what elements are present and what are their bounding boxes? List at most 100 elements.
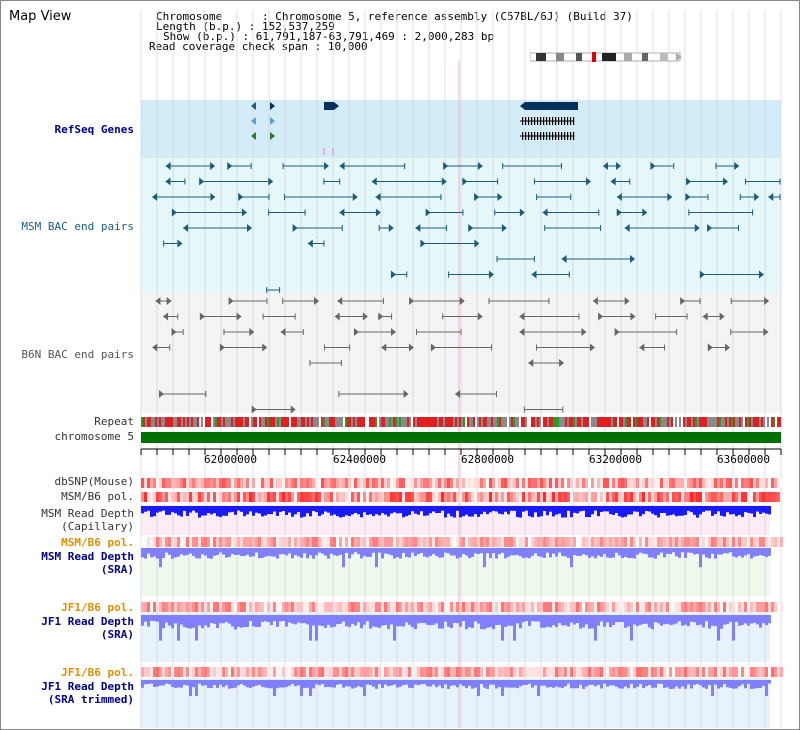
heat-cell	[777, 492, 780, 502]
heat-cell	[474, 667, 477, 677]
depth-bar	[666, 615, 669, 624]
heat-cell	[714, 492, 717, 502]
heat-cell	[318, 478, 321, 488]
track-label-b6n-bac-end-pairs[interactable]: B6N BAC end pairs	[21, 348, 134, 361]
depth-bar	[672, 506, 675, 515]
track-label-jf1-read-depth-sra[interactable]: JF1 Read Depth	[41, 615, 134, 628]
heat-cell	[267, 492, 270, 502]
depth-bar	[768, 506, 771, 515]
depth-bar	[267, 615, 270, 623]
depth-bar	[291, 680, 294, 684]
heat-cell	[525, 478, 528, 488]
depth-bar	[663, 506, 666, 513]
heat-cell	[435, 492, 438, 502]
heat-cell	[258, 478, 261, 488]
heat-cell	[243, 478, 246, 488]
depth-bar	[258, 506, 261, 514]
track-label-msm-b6-pol-2[interactable]: MSM/B6 pol.	[61, 536, 134, 549]
heat-cell	[186, 667, 189, 677]
depth-bar	[264, 506, 267, 516]
depth-bar	[660, 548, 663, 553]
heat-cell	[582, 667, 585, 677]
bac-end	[642, 208, 648, 217]
depth-bar	[414, 548, 417, 557]
gene-exon	[558, 132, 560, 140]
depth-bar	[222, 506, 225, 516]
repeat-segment	[727, 417, 729, 427]
heat-cell	[429, 667, 432, 677]
depth-bar	[351, 680, 354, 689]
heat-cell	[381, 667, 384, 677]
depth-bar	[396, 506, 399, 514]
heat-cell	[174, 492, 177, 502]
gene-exon	[561, 117, 563, 125]
depth-bar	[312, 680, 315, 689]
track-label-repeat[interactable]: Repeat	[94, 415, 134, 428]
repeat-segment	[291, 417, 293, 427]
depth-bar	[447, 548, 450, 554]
bac-end	[707, 343, 713, 352]
gene-exon	[522, 132, 524, 140]
track-label-refseq-genes[interactable]: RefSeq Genes	[54, 123, 134, 136]
repeat-segment	[753, 417, 755, 427]
repeat-segment	[595, 417, 597, 427]
heat-cell	[300, 667, 303, 677]
track-label-jf1-b6-pol-2[interactable]: JF1/B6 pol.	[61, 666, 134, 679]
repeat-segment	[615, 417, 617, 427]
gene-exon	[528, 117, 530, 125]
heat-cell	[387, 602, 390, 612]
heat-cell	[321, 537, 324, 547]
repeat-segment	[365, 417, 367, 427]
heat-cell	[492, 667, 495, 677]
repeat-segment	[193, 417, 195, 427]
heat-cell	[345, 602, 348, 612]
heat-cell	[537, 602, 540, 612]
track-label-msm-b6-pol[interactable]: MSM/B6 pol.	[61, 490, 134, 503]
heat-cell	[348, 492, 351, 502]
depth-bar	[537, 548, 540, 557]
depth-bar	[588, 506, 591, 518]
depth-bar	[648, 548, 651, 558]
heat-cell	[705, 492, 708, 502]
heat-cell	[444, 537, 447, 547]
depth-bar	[459, 548, 462, 558]
depth-bar	[594, 506, 597, 511]
heat-cell	[663, 537, 666, 547]
depth-bar	[606, 615, 609, 623]
heat-cell	[774, 602, 777, 612]
heat-cell	[747, 667, 750, 677]
heat-cell	[765, 478, 768, 488]
track-label-msm-read-depth-capillary[interactable]: MSM Read Depth	[41, 507, 134, 520]
heat-cell	[519, 478, 522, 488]
bac-end	[403, 390, 409, 398]
track-label-jf1-read-depth-sra-sub: (SRA)	[100, 628, 134, 641]
track-label-jf1-b6-pol[interactable]: JF1/B6 pol.	[61, 601, 134, 614]
depth-bar	[363, 615, 366, 625]
heat-cell	[402, 602, 405, 612]
heat-cell	[705, 537, 708, 547]
depth-bar	[522, 615, 525, 623]
heat-cell	[672, 667, 675, 677]
depth-bar	[168, 680, 171, 685]
bac-end	[390, 328, 396, 336]
heat-cell	[222, 667, 225, 677]
depth-bar	[165, 548, 168, 553]
heat-cell	[294, 537, 297, 547]
heat-cell	[279, 602, 282, 612]
repeat-segment	[387, 417, 389, 427]
heat-cell	[360, 667, 363, 677]
heat-cell	[201, 537, 204, 547]
chromosome-ideogram[interactable]	[530, 52, 682, 62]
repeat-segment	[757, 417, 759, 427]
heat-cell	[516, 478, 519, 488]
heat-cell	[165, 667, 168, 677]
track-label-msm-bac-end-pairs[interactable]: MSM BAC end pairs	[21, 220, 134, 233]
depth-bar	[147, 548, 150, 554]
heat-cell	[351, 667, 354, 677]
track-label-jf1-read-depth-trimmed[interactable]: JF1 Read Depth	[41, 680, 134, 693]
track-label-chromosome[interactable]: chromosome 5	[54, 430, 134, 443]
track-label-msm-read-depth-sra[interactable]: MSM Read Depth	[41, 550, 134, 563]
track-label-dbsnp[interactable]: dbSNP(Mouse)	[54, 475, 134, 488]
gene-exon	[549, 117, 551, 125]
